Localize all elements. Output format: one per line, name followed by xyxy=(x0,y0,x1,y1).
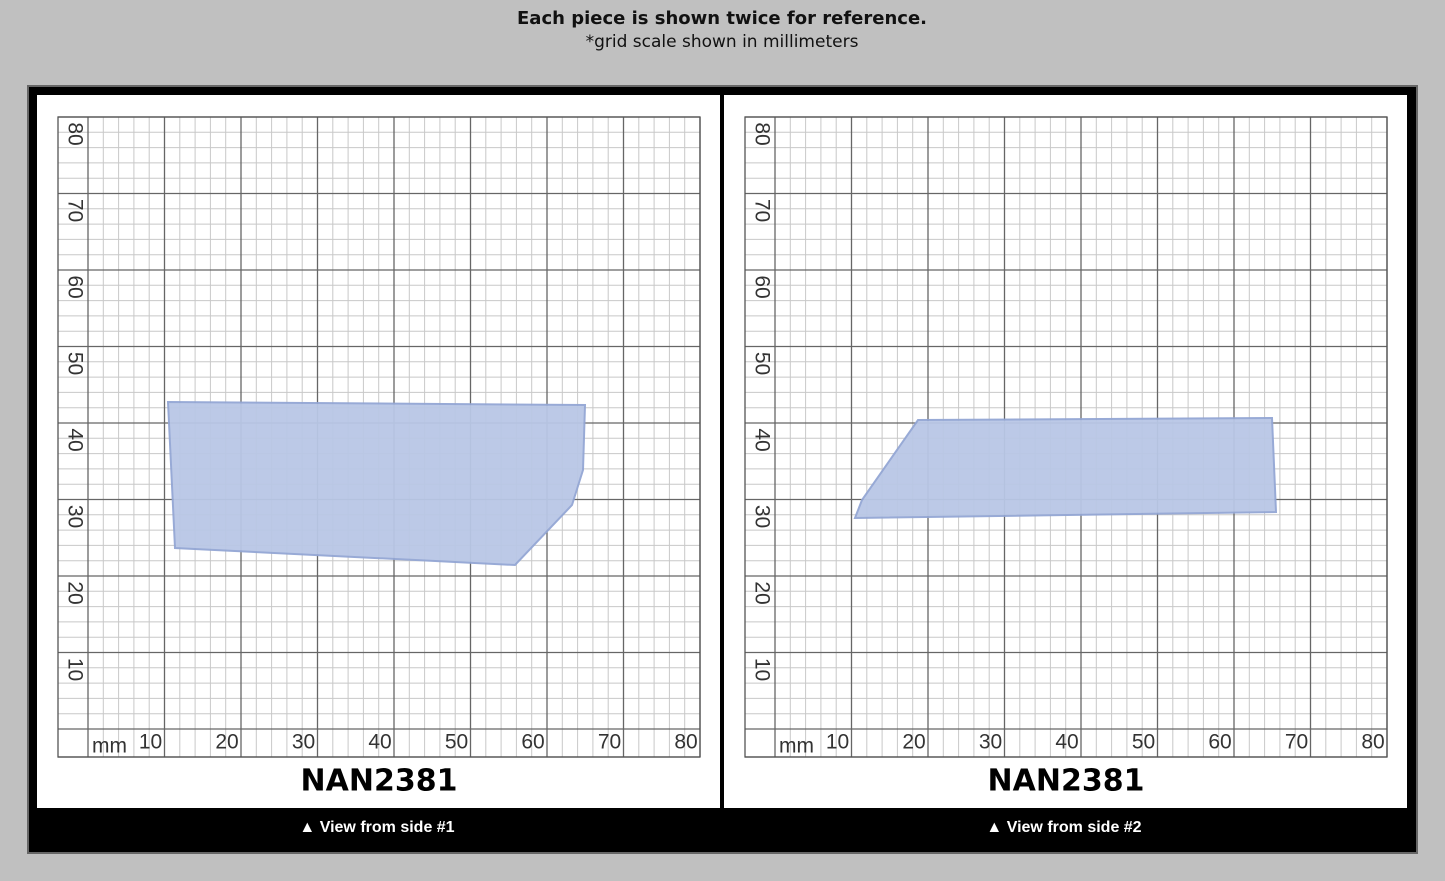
piece-label: NAN2381 xyxy=(988,764,1145,799)
x-label: 10 xyxy=(826,731,849,754)
x-label: 50 xyxy=(445,731,468,754)
y-label: 20 xyxy=(750,581,773,604)
y-label: 50 xyxy=(750,352,773,375)
panels: mm 10 20 30 40 50 60 70 80 80 70 60 50 40 30 20 10 NAN238… xyxy=(37,95,1407,836)
x-label: 10 xyxy=(139,731,162,754)
title: Each piece is shown twice for reference. xyxy=(517,8,927,29)
y-label: 40 xyxy=(750,428,773,451)
x-label: 60 xyxy=(1208,731,1231,754)
x-label: 40 xyxy=(1055,731,1078,754)
x-label: 30 xyxy=(292,731,315,754)
y-label: 30 xyxy=(63,505,86,528)
y-label: 80 xyxy=(750,122,773,145)
y-label: 10 xyxy=(63,658,86,681)
stone xyxy=(853,416,1278,520)
x-label: 20 xyxy=(215,731,238,754)
y-label: 40 xyxy=(63,428,86,451)
unit-label: mm xyxy=(779,735,814,758)
x-label: 20 xyxy=(902,731,925,754)
caption: ▲ View from side #2 xyxy=(986,819,1141,836)
y-label: 70 xyxy=(63,199,86,222)
unit-label: mm xyxy=(92,735,127,758)
x-label: 40 xyxy=(368,731,391,754)
y-label: 80 xyxy=(63,122,86,145)
x-label: 50 xyxy=(1132,731,1155,754)
panel: mm 10 20 30 40 50 60 70 80 80 70 60 50 40 30 20 10 NAN238… xyxy=(37,95,720,836)
caption: ▲ View from side #1 xyxy=(299,819,454,836)
y-label: 60 xyxy=(750,275,773,298)
x-label: 30 xyxy=(979,731,1002,754)
y-label: 60 xyxy=(63,275,86,298)
stone xyxy=(166,400,587,567)
subtitle: *grid scale shown in millimeters xyxy=(586,32,859,52)
x-label: 70 xyxy=(1285,731,1308,754)
y-label: 30 xyxy=(750,505,773,528)
y-label: 20 xyxy=(63,581,86,604)
piece-label: NAN2381 xyxy=(301,764,458,799)
x-label: 70 xyxy=(598,731,621,754)
y-label: 50 xyxy=(63,352,86,375)
y-label: 70 xyxy=(750,199,773,222)
x-label: 80 xyxy=(674,731,697,754)
x-label: 60 xyxy=(521,731,544,754)
panel: mm 10 20 30 40 50 60 70 80 80 70 60 50 40 30 20 10 NAN238… xyxy=(724,95,1407,836)
x-label: 80 xyxy=(1361,731,1384,754)
y-label: 10 xyxy=(750,658,773,681)
